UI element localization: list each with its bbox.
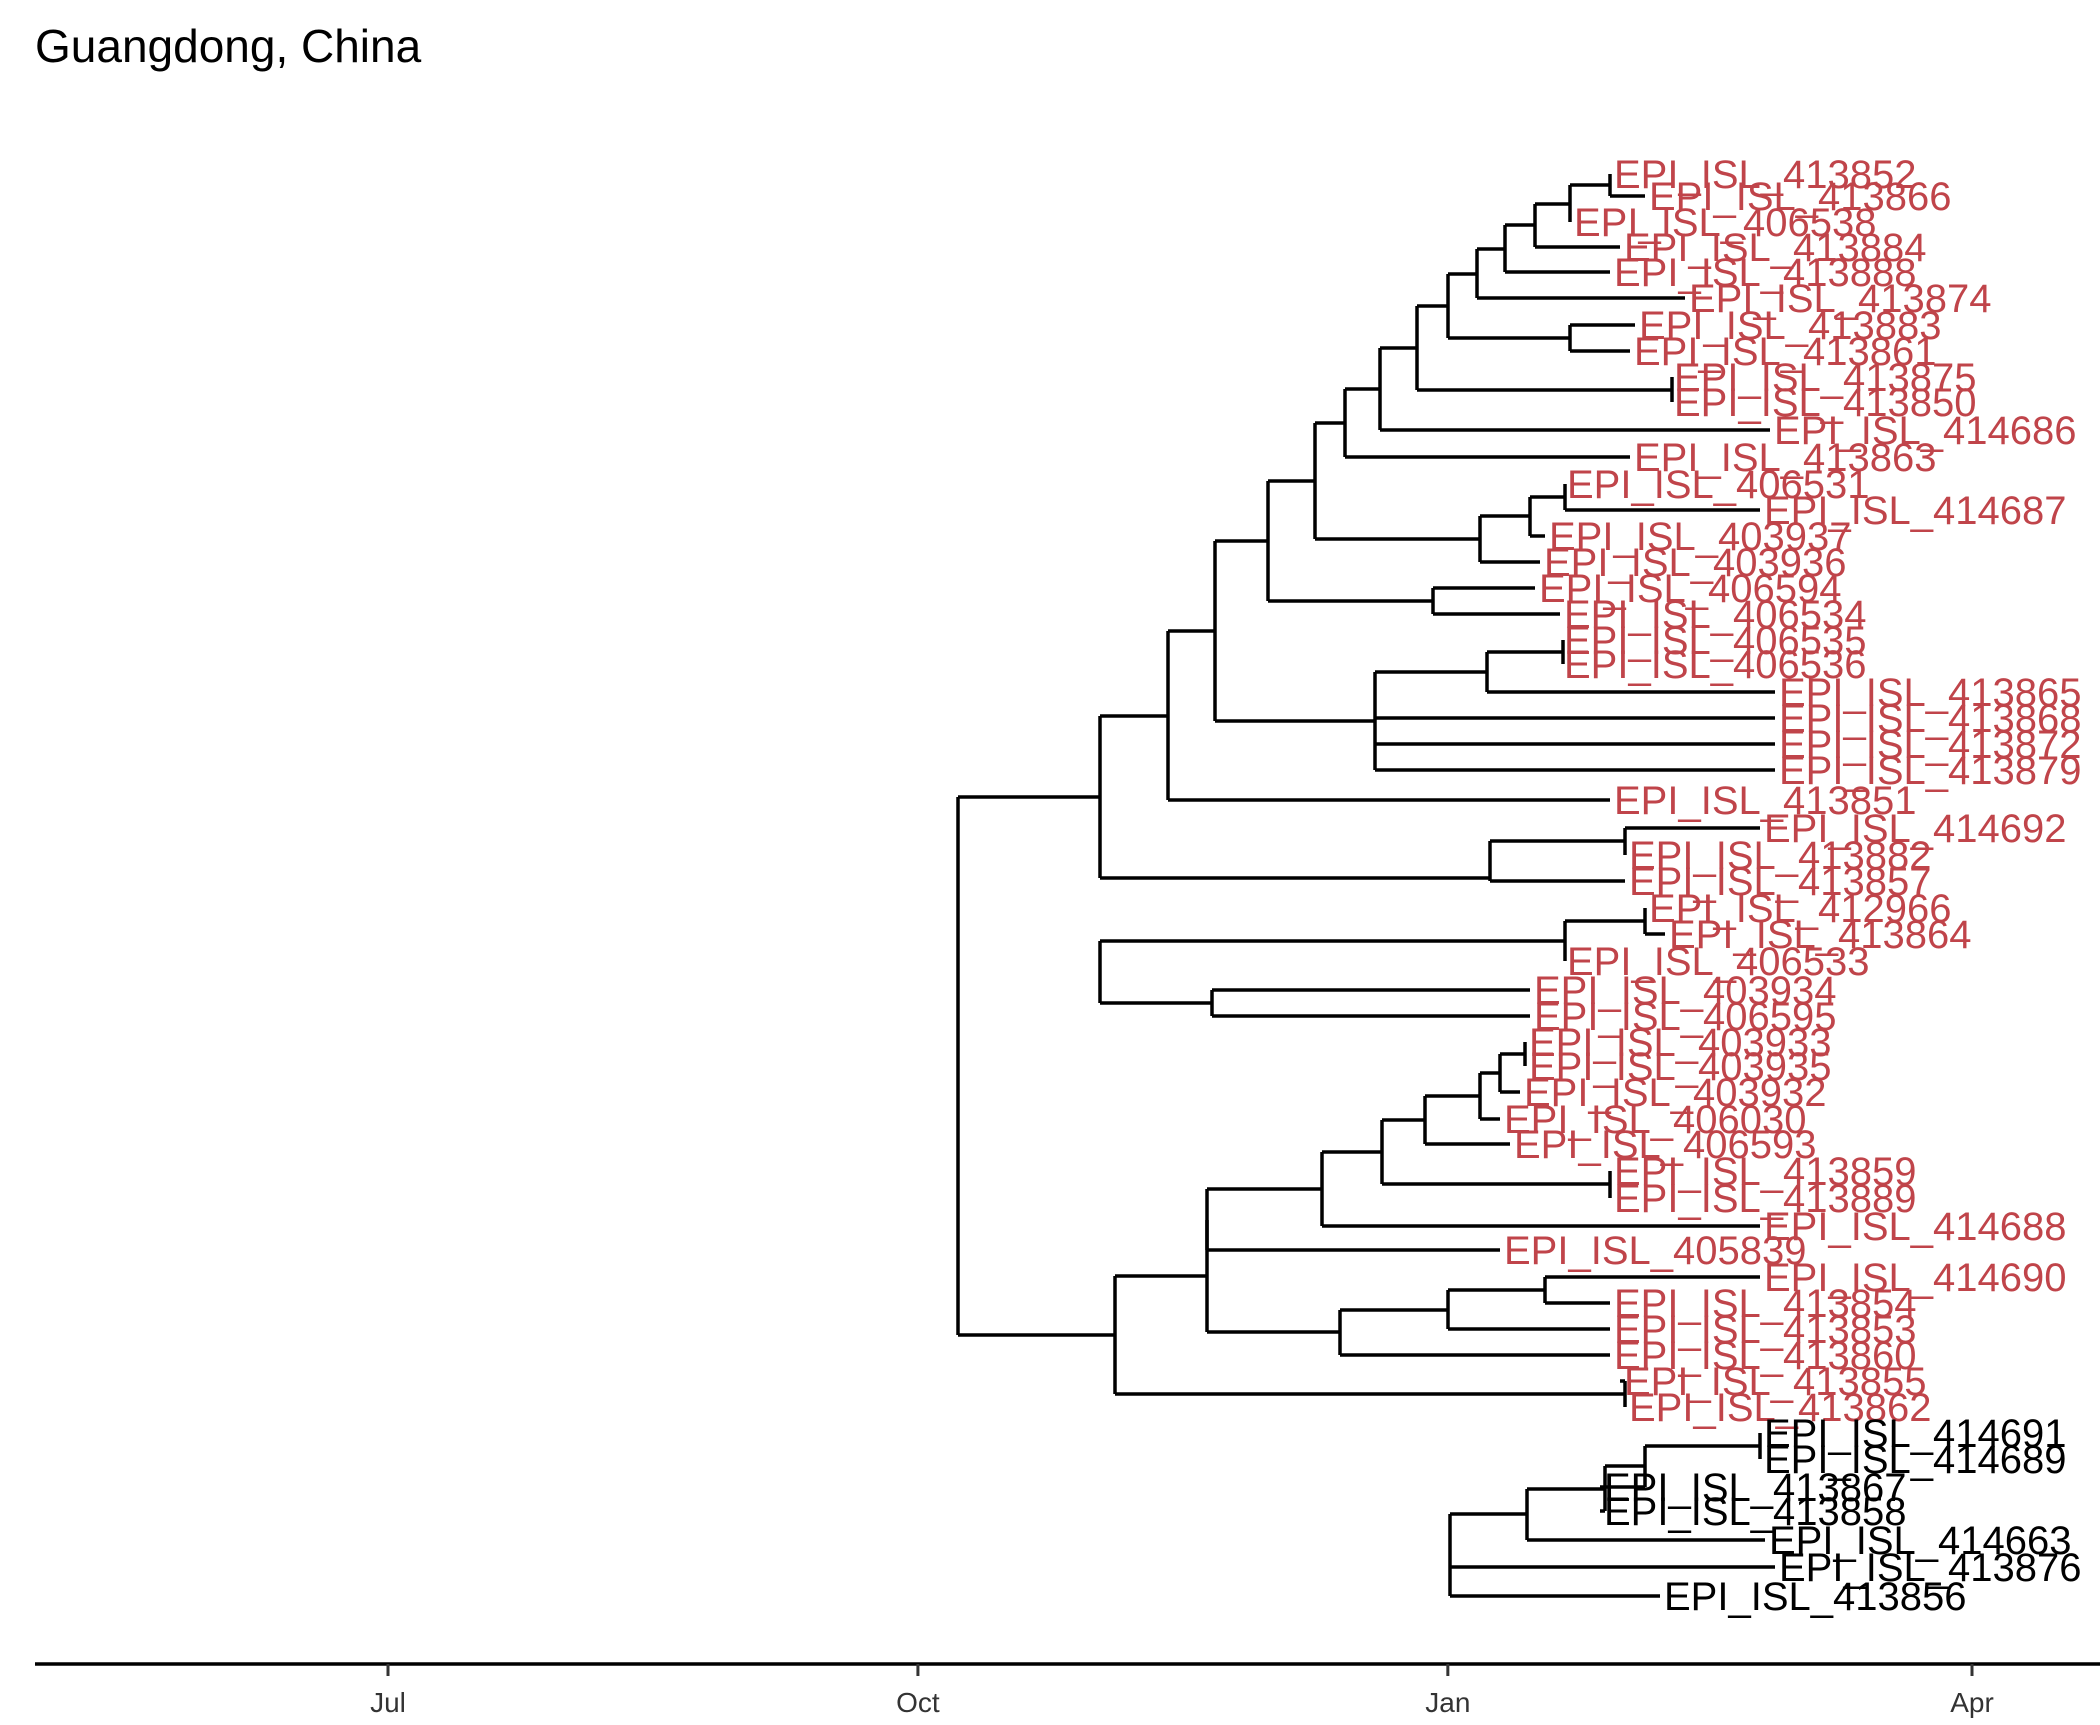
tip-label: EPI_ISL_413850 <box>1674 381 1976 425</box>
tip-label: EPI_ISL_414690 <box>1764 1256 2066 1300</box>
tip-label: EPI_ISL_413857 <box>1629 860 1931 904</box>
tip-label: EPI_ISL_413864 <box>1669 913 1971 957</box>
tip-label: EPI_ISL_413853 <box>1614 1308 1916 1352</box>
tip-label: EPI_ISL_406594 <box>1539 567 1841 611</box>
tip-label: EPI_ISL_413889 <box>1614 1177 1916 1221</box>
tip-label: EPI_ISL_403935 <box>1529 1045 1831 1089</box>
tip-label: EPI_ISL_413883 <box>1639 304 1941 348</box>
tip-label: EPI_ISL_403932 <box>1524 1071 1826 1115</box>
tip-label: EPI_ISL_413867 <box>1604 1466 1906 1510</box>
x-axis-tick-label: Apr <box>1950 1687 1994 1718</box>
tip-label: EPI_ISL_413888 <box>1614 251 1916 295</box>
x-axis-tick-label: Oct <box>896 1687 940 1718</box>
tip-label: EPI_ISL_413856 <box>1664 1575 1966 1619</box>
tip-label: EPI_ISL_406534 <box>1564 593 1866 637</box>
tip-label: EPI_ISL_414663 <box>1769 1519 2071 1563</box>
tip-label: EPI_ISL_406535 <box>1564 619 1866 663</box>
tip-label: EPI_ISL_414691 <box>1764 1412 2066 1456</box>
tip-label: EPI_ISL_414687 <box>1764 489 2066 533</box>
tip-label: EPI_ISL_403936 <box>1544 541 1846 585</box>
tip-label: EPI_ISL_406595 <box>1534 995 1836 1039</box>
tip-label: EPI_ISL_406593 <box>1514 1123 1816 1167</box>
tip-label: EPI_ISL_403937 <box>1549 515 1851 559</box>
tip-label: EPI_ISL_413865 <box>1779 671 2081 715</box>
tip-label: EPI_ISL_406531 <box>1567 463 1869 507</box>
tip-label: EPI_ISL_413852 <box>1614 153 1916 197</box>
tip-label: EPI_ISL_413879 <box>1779 749 2081 793</box>
tip-label: EPI_ISL_413876 <box>1779 1546 2081 1590</box>
tip-label: EPI_ISL_414686 <box>1774 409 2076 453</box>
tip-label: EPI_ISL_413860 <box>1614 1334 1916 1378</box>
tip-label: EPI_ISL_413884 <box>1624 226 1926 270</box>
tip-label: EPI_ISL_403934 <box>1534 969 1836 1013</box>
tip-label: EPI_ISL_413855 <box>1624 1360 1926 1404</box>
tip-label: EPI_ISL_406533 <box>1567 940 1869 984</box>
x-axis-tick-label: Jul <box>370 1687 406 1718</box>
tip-label: EPI_ISL_406536 <box>1564 643 1866 687</box>
tip-label: EPI_ISL_413862 <box>1629 1386 1931 1430</box>
tip-label: EPI_ISL_413874 <box>1689 277 1991 321</box>
tip-label: EPI_ISL_413875 <box>1674 356 1976 400</box>
tip-label: EPI_ISL_413868 <box>1779 697 2081 741</box>
tip-label: EPI_ISL_405839 <box>1504 1229 1806 1273</box>
tree-tip-labels: EPI_ISL_413852EPI_ISL_413866EPI_ISL_4065… <box>1504 153 2081 1619</box>
tip-label: EPI_ISL_414692 <box>1764 807 2066 851</box>
chart-title: Guangdong, China <box>35 20 422 72</box>
tip-label: EPI_ISL_413882 <box>1629 834 1931 878</box>
tip-label: EPI_ISL_413861 <box>1634 330 1936 374</box>
tip-label: EPI_ISL_413859 <box>1614 1150 1916 1194</box>
tip-label: EPI_ISL_414688 <box>1764 1205 2066 1249</box>
tip-label: EPI_ISL_414689 <box>1764 1438 2066 1482</box>
tip-label: EPI_ISL_413851 <box>1614 779 1916 823</box>
tip-label: EPI_ISL_413854 <box>1614 1282 1916 1326</box>
tip-label: EPI_ISL_413863 <box>1634 436 1936 480</box>
x-axis-tick-label: Jan <box>1425 1687 1470 1718</box>
tree-branches <box>956 174 1775 1598</box>
time-axis: Jul Oct Jan Apr <box>35 1662 2100 1718</box>
tip-label: EPI_ISL_413858 <box>1604 1490 1906 1534</box>
tip-label: EPI_ISL_403933 <box>1529 1021 1831 1065</box>
tip-label: EPI_ISL_406538 <box>1574 201 1876 245</box>
tip-label: EPI_ISL_413872 <box>1779 723 2081 767</box>
tip-label: EPI_ISL_406030 <box>1504 1098 1806 1142</box>
tip-label: EPI_ISL_413866 <box>1649 175 1951 219</box>
tip-label: EPI_ISL_412966 <box>1649 887 1951 931</box>
